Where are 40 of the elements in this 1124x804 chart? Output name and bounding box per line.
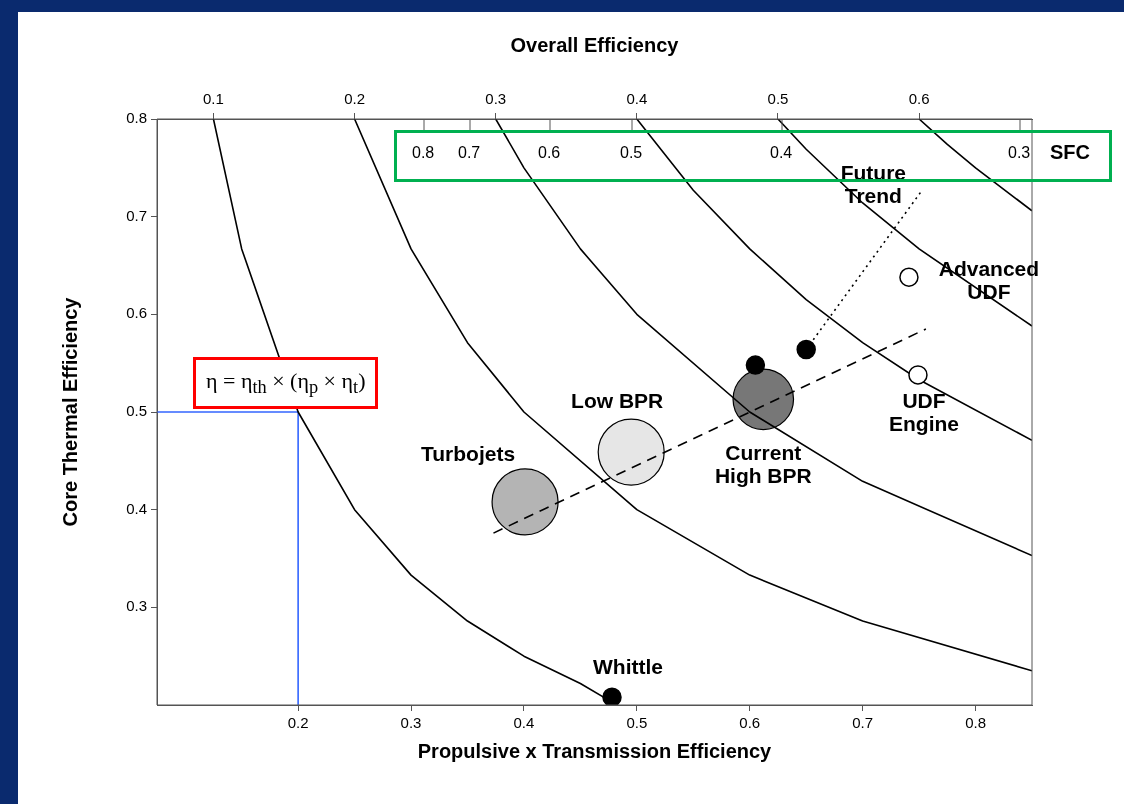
x-tick-label: 0.8	[965, 714, 986, 732]
x2-tick-label: 0.3	[485, 90, 507, 108]
annotation: Whittle	[593, 654, 663, 678]
y-tick-label: 0.4	[126, 499, 147, 517]
annotation: 0.7	[458, 144, 481, 162]
y-tick-label: 0.3	[126, 597, 147, 615]
y-tick-label: 0.5	[126, 402, 147, 420]
x2-tick-label: 0.4	[626, 90, 648, 108]
y-tick-label: 0.6	[126, 304, 147, 322]
x-axis-title: Propulsive x Transmission Efficiency	[417, 739, 773, 762]
annotation: Current High BPR	[714, 440, 812, 487]
annotation: 0.8	[412, 144, 435, 162]
annotation: 0.4	[770, 144, 793, 162]
y-axis-title: Core Thermal Efficiency	[58, 296, 81, 527]
x2-tick-label: 0.6	[908, 90, 930, 108]
y-tick-label: 0.7	[126, 206, 147, 224]
annotation: 0.6	[538, 144, 561, 162]
x2-tick-label: 0.5	[767, 90, 789, 108]
x-tick-label: 0.6	[739, 714, 761, 732]
point	[796, 339, 816, 360]
x2-tick-label: 0.2	[344, 90, 366, 108]
point	[899, 267, 919, 287]
x2-axis-title: Overall Efficiency	[510, 33, 680, 56]
x-tick-label: 0.7	[852, 714, 874, 732]
x-tick-label: 0.2	[287, 714, 309, 732]
point	[745, 355, 766, 375]
annotation: η = η$_{th}$ × (η$_{p}$ × η$_{t}$)	[193, 357, 379, 410]
x2-tick-label: 0.1	[203, 90, 224, 108]
annotation: 0.5	[620, 144, 643, 162]
x-tick-label: 0.5	[626, 714, 648, 732]
x-tick-label: 0.3	[400, 714, 422, 732]
point	[602, 687, 622, 705]
annotation: 0.3	[1008, 144, 1031, 162]
annotation: UDF Engine	[888, 389, 959, 436]
annotation: Turbojets	[421, 441, 516, 465]
y-tick-label: 0.8	[126, 109, 147, 127]
point	[908, 365, 928, 385]
text: SFC	[1050, 141, 1090, 164]
annotation: Low BPR	[571, 388, 664, 412]
x-tick-label: 0.4	[513, 714, 535, 732]
